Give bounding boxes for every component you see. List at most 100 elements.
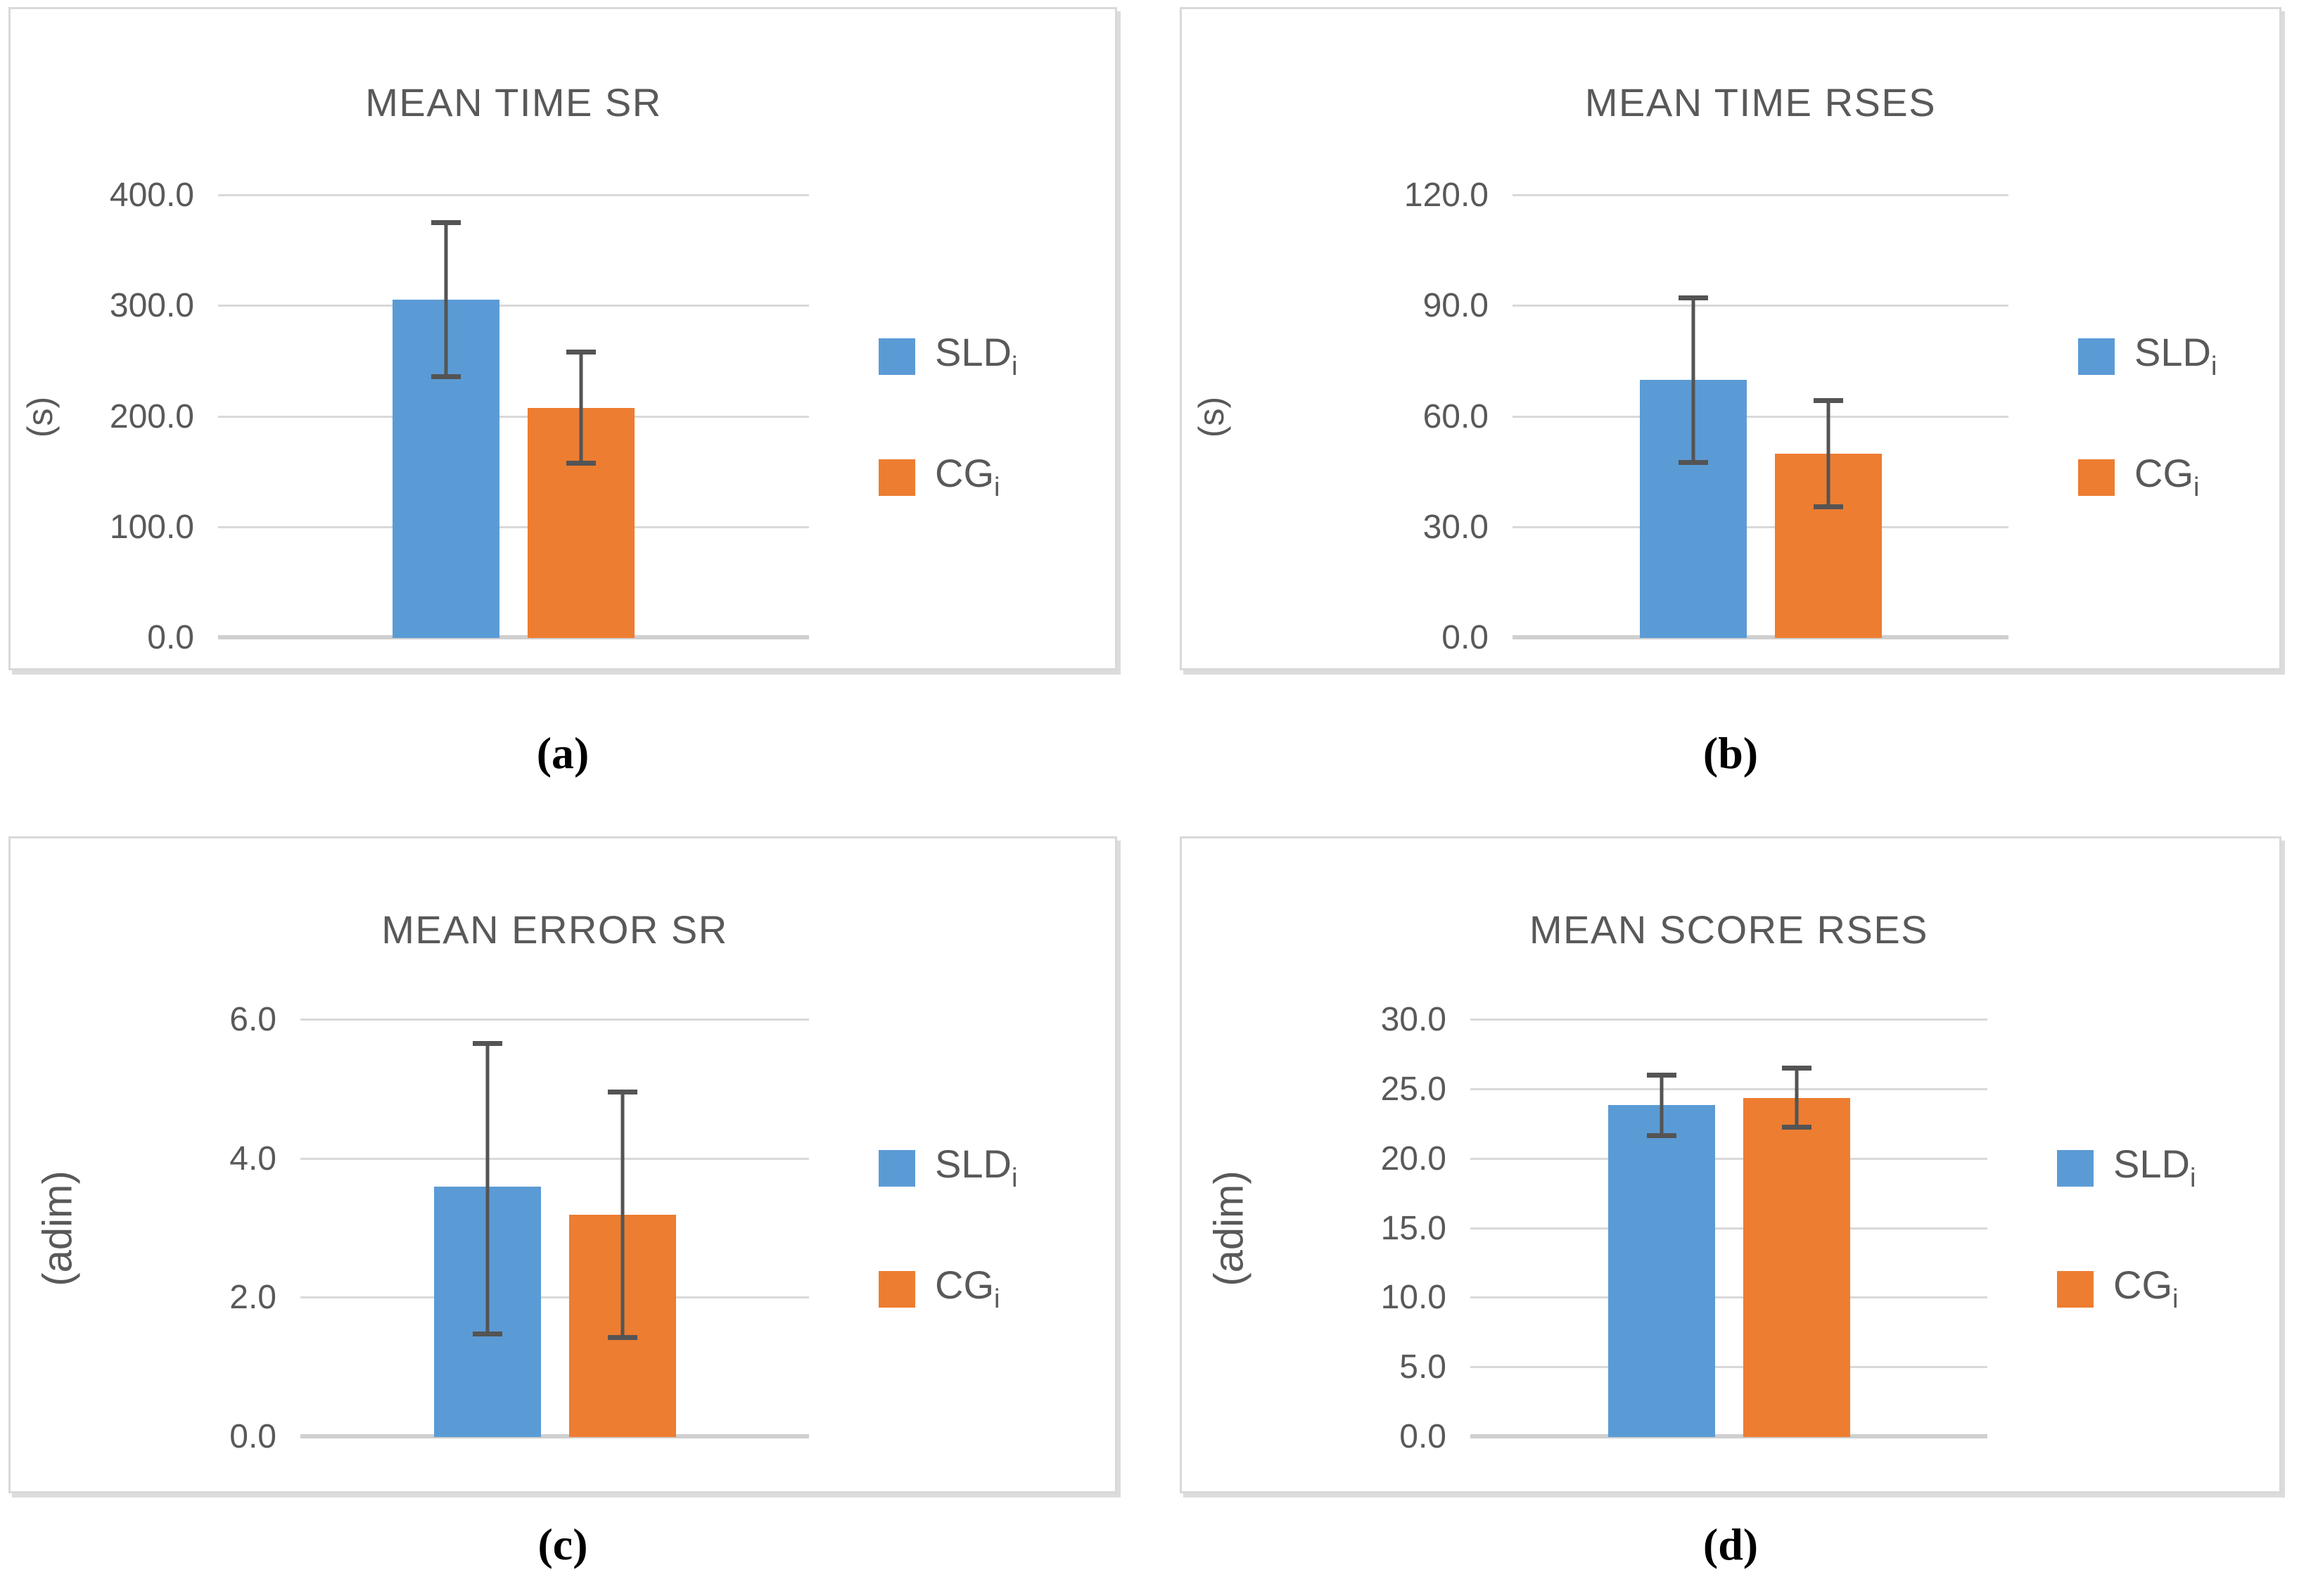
y-axis-tick-labels: 0.0 5.0 10.0 15.0 20.0 25.0 30.0 [1277,1003,1470,1454]
error-bar-cap-top [431,219,461,225]
tick-label: 400.0 [109,177,194,214]
error-bar-cap-bottom [607,1334,637,1340]
error-bar-cap-top [1646,1073,1676,1078]
legend-swatch-sld [879,1149,915,1187]
gridline [1512,525,2008,528]
panel-block-c: MEAN ERROR SR (adim) 0.0 2.0 4.0 6.0 SLD i CGi (c… [8,836,1117,1596]
tick-label: 200.0 [109,397,194,435]
legend-label-subscript: i [2189,1163,2196,1193]
y-axis-unit-label: (s) [11,196,70,638]
tick-label: 10.0 [1380,1279,1446,1317]
legend-item-cg: CGi [2057,1265,2279,1313]
gridline [218,305,809,307]
caption-zone: (d) [1180,1493,2281,1596]
y-axis-tick-labels: 0.0 30.0 60.0 90.0 120.0 [1242,179,1512,655]
tick-label: 0.0 [229,1418,276,1455]
legend-label-cg: CGi [935,454,1000,502]
caption-zone: (a) [8,670,1117,836]
plot-area [1470,1019,1987,1438]
chart-body: (s) 0.0 100.0 200.0 300.0 400.0 SLDi CGi [11,179,1115,655]
legend-swatch-cg [2057,1270,2094,1308]
legend-label-sld: SLDi [2134,330,2217,381]
error-bar-cap-bottom [472,1331,502,1336]
error-bar-line [1691,295,1695,465]
error-bar-line [1826,398,1830,509]
gridline [1470,1296,1987,1299]
chart-body: (adim) 0.0 2.0 4.0 6.0 SLD i CGi [11,1003,1115,1454]
panel-caption: (c) [537,1519,588,1569]
gridline [1470,1087,1987,1090]
gridline [218,525,809,528]
gridline [1470,1157,1987,1160]
chart-panel-a: MEAN TIME SR (s) 0.0 100.0 200.0 300.0 400.0 SL… [8,7,1117,670]
chart-panel-c: MEAN ERROR SR (adim) 0.0 2.0 4.0 6.0 SLD i CGi [8,836,1117,1493]
gridline [218,194,809,196]
error-bar-cap-bottom [566,460,596,466]
error-bar-cap-bottom [1813,504,1843,509]
legend-label-subscript: i [994,1284,1000,1314]
legend-label-text: SLD [2134,330,2211,374]
x-axis-baseline [300,1434,809,1438]
tick-label: 60.0 [1422,397,1489,435]
tick-label: 0.0 [1399,1418,1446,1455]
error-bar-line [1795,1066,1798,1130]
error-bar-line [620,1089,624,1340]
legend-label-subscript: i [994,473,1000,502]
legend-label-text: SLD [935,1142,1012,1186]
error-bar-cg [566,349,596,466]
chart-title: MEAN SCORE RSES [1529,907,1929,952]
bar-slot-sld [1639,196,1747,638]
chart-panel-d: MEAN SCORE RSES (adim) 0.0 5.0 10.0 15.0 20.0 2… [1180,836,2281,1493]
plot-area [1512,194,2008,639]
legend-label-text: SLD [2113,1142,2190,1186]
chart-title: MEAN ERROR SR [381,907,728,952]
legend-swatch-cg [879,1270,915,1308]
legend: SLDi CGi [2047,196,2279,638]
bar-sld [1607,1104,1715,1437]
chart-title: MEAN TIME SR [365,80,662,125]
legend-swatch-sld [2078,338,2115,375]
bar-group [1512,196,2008,638]
bar-slot-sld [433,1020,541,1437]
panel-caption: (b) [1702,728,1759,778]
bar-cg [1743,1097,1850,1437]
error-bar-cap-top [1678,295,1708,300]
error-bar-sld [1646,1073,1676,1139]
panel-block-d: MEAN SCORE RSES (adim) 0.0 5.0 10.0 15.0 20.0 2… [1180,836,2281,1596]
gridline [300,1157,809,1160]
error-bar-cap-bottom [431,374,461,380]
legend-swatch-cg [2078,459,2115,496]
gridline [1512,305,2008,307]
gridline [1470,1366,1987,1369]
error-bar-cap-top [1781,1066,1811,1071]
tick-label: 30.0 [1380,1001,1446,1038]
bar-slot-cg [568,1020,676,1437]
error-bar-line [485,1040,489,1336]
legend-label-cg: CGi [935,1265,1000,1313]
gridline [1512,194,2008,196]
legend-label-subscript: i [1011,352,1018,381]
chart-panel-b: MEAN TIME RSES (s) 0.0 30.0 60.0 90.0 120.0 SLD… [1180,7,2281,670]
y-axis-tick-labels: 0.0 100.0 200.0 300.0 400.0 [70,179,218,655]
bar-slot-cg [1743,1020,1850,1437]
error-bar-cg [607,1089,637,1340]
error-bar-cap-top [472,1040,502,1046]
legend-item-sld: SLDi [2057,1144,2279,1192]
y-axis-unit-text: (s) [20,396,60,438]
error-bar-cap-bottom [1678,459,1708,465]
plot-area [300,1019,809,1438]
chart-body: (adim) 0.0 5.0 10.0 15.0 20.0 25.0 30.0 SLDi CGi [1182,1003,2279,1454]
tick-label: 6.0 [229,1001,276,1038]
error-bar-sld [1678,295,1708,465]
error-bar-line [1660,1073,1663,1139]
bar-slot-sld [393,196,499,638]
tick-label: 4.0 [229,1139,276,1177]
gridline [300,1019,809,1021]
y-axis-unit-label: (adim) [11,1020,106,1437]
gridline [300,1296,809,1299]
tick-label: 2.0 [229,1279,276,1317]
y-axis-unit-label: (adim) [1182,1020,1277,1437]
x-axis-baseline [218,635,809,639]
x-axis-baseline [1470,1434,1987,1438]
bar-slot-cg [1774,196,1882,638]
